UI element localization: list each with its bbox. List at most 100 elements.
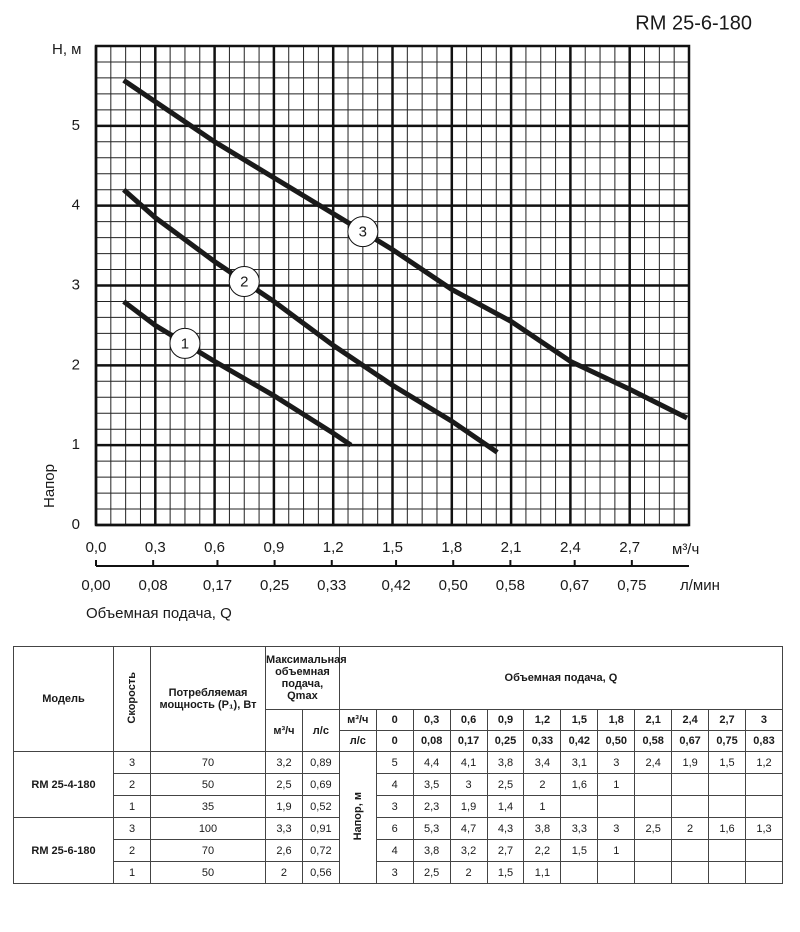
cell: 1,5 bbox=[486, 861, 525, 884]
curve-label-circle bbox=[228, 266, 260, 298]
x-tick-label: 0,3 bbox=[145, 539, 166, 556]
cell: 1,5 bbox=[560, 839, 599, 862]
cell bbox=[671, 861, 710, 884]
y-tick-label: 1 bbox=[72, 436, 80, 453]
curve bbox=[122, 78, 689, 421]
cell: 3 bbox=[449, 773, 488, 796]
chart-title: RM 25-6-180 bbox=[635, 12, 752, 34]
y-tick-label: 0 bbox=[72, 516, 80, 533]
cell: 35 bbox=[150, 795, 266, 818]
cell: 0,91 bbox=[301, 817, 340, 840]
flow-cell: 0,50 bbox=[597, 730, 636, 752]
cell bbox=[671, 795, 710, 818]
x-unit: м³/ч bbox=[672, 541, 699, 558]
cell: 2,5 bbox=[265, 773, 303, 796]
y-tick-label: 5 bbox=[72, 117, 80, 134]
cell bbox=[560, 861, 599, 884]
cell: 2 bbox=[671, 817, 710, 840]
flow-cell: 2,4 bbox=[671, 709, 710, 731]
flow-cell: 0,3 bbox=[412, 709, 451, 731]
x-tick-label: 1,2 bbox=[323, 539, 344, 556]
x2-tick-label: 0,17 bbox=[203, 577, 232, 594]
x2-tick-label: 0,67 bbox=[560, 577, 589, 594]
x-label: Объемная подача, Q bbox=[86, 605, 232, 622]
curve bbox=[122, 187, 499, 455]
flow-cell: 1,5 bbox=[560, 709, 599, 731]
cell: 4,7 bbox=[449, 817, 488, 840]
table-row: 2 70 2,6 0,72 4 3,8 3,2 2,7 2,2 1,5 1 bbox=[14, 839, 784, 862]
x2-tick-label: 0,42 bbox=[381, 577, 410, 594]
flow-cell: 0,67 bbox=[671, 730, 710, 752]
cell: 3,3 bbox=[560, 817, 599, 840]
header-cell: Максимальная объемная подача, Qmax bbox=[265, 646, 347, 710]
x-tick-label: 2,7 bbox=[619, 539, 640, 556]
cell bbox=[744, 795, 784, 818]
cell bbox=[708, 795, 746, 818]
y-tick-label: 3 bbox=[72, 276, 80, 293]
table-row: RM 25-4-180 3 70 3,2 0,89 Напор, м 5 4,4 4,1 3,8 3… bbox=[13, 751, 784, 884]
header-cell: Потребляемая мощность (P₁), Вт bbox=[150, 646, 266, 752]
cell: 1 bbox=[113, 795, 151, 818]
x-tick-label: 2,1 bbox=[501, 539, 522, 556]
table-row: Модель Скорость Потребляемая мощность (P₁)… bbox=[13, 646, 784, 752]
flow-cell: 1,8 bbox=[597, 709, 636, 731]
table-row: RM 25-6-180 3 100 3,3 0,91 6 5,3 4,7 4,3 3,8 3,3 3 2… bbox=[13, 817, 784, 884]
cell: 3,5 bbox=[412, 773, 451, 796]
x2-tick-label: 0,50 bbox=[439, 577, 468, 594]
header-cell: м³/ч bbox=[338, 709, 377, 731]
y-unit: Н, м bbox=[52, 41, 81, 58]
cell: 0,52 bbox=[301, 795, 340, 818]
flow-cell: 0,08 bbox=[412, 730, 451, 752]
cell: 4,3 bbox=[486, 817, 525, 840]
cell bbox=[634, 861, 673, 884]
cell: 3 bbox=[597, 817, 636, 840]
table-row: 1 35 1,9 0,52 3 2,3 1,9 1,4 1 bbox=[14, 795, 784, 818]
cell: 2 bbox=[265, 861, 303, 884]
x-tick-label: 0,6 bbox=[204, 539, 225, 556]
cell: 1,6 bbox=[560, 773, 599, 796]
flow-cell: 0,9 bbox=[486, 709, 525, 731]
cell: 3,2 bbox=[449, 839, 488, 862]
legend-label: 1 bbox=[181, 335, 189, 352]
cell: 3 bbox=[597, 751, 636, 774]
cell: 4,1 bbox=[449, 751, 488, 774]
x-tick-label: 0,0 bbox=[86, 539, 107, 556]
cell: 50 bbox=[150, 861, 266, 884]
flow-cell: 2,1 bbox=[634, 709, 673, 731]
cell: 3,2 bbox=[265, 751, 303, 774]
cell bbox=[744, 839, 784, 862]
cell: 2 bbox=[523, 773, 562, 796]
flow-cell: 3 bbox=[744, 709, 784, 731]
cell: 1 bbox=[113, 861, 151, 884]
x-tick-label: 0,9 bbox=[263, 539, 284, 556]
cell: 2 bbox=[449, 861, 488, 884]
cell: 2,6 bbox=[265, 839, 303, 862]
x2-tick-label: 0,75 bbox=[617, 577, 646, 594]
cell: 3 bbox=[375, 861, 414, 884]
x2-tick-label: 0,58 bbox=[496, 577, 525, 594]
cell: 1,3 bbox=[744, 817, 784, 840]
cell: 3,8 bbox=[412, 839, 451, 862]
curve-label-circle bbox=[347, 216, 379, 248]
cell: 3,3 bbox=[265, 817, 303, 840]
y-tick-label: 4 bbox=[72, 197, 80, 214]
x2-unit: л/мин bbox=[680, 577, 720, 594]
cell bbox=[708, 773, 746, 796]
table-row: 2 50 2,5 0,69 4 3,5 3 2,5 2 1,6 1 bbox=[14, 773, 784, 796]
cell: 1,9 bbox=[671, 751, 710, 774]
cell: 3,8 bbox=[523, 817, 562, 840]
cell: 3 bbox=[113, 751, 151, 774]
cell: 3 bbox=[375, 795, 414, 818]
cell bbox=[634, 773, 673, 796]
cell: 2 bbox=[113, 839, 151, 862]
cell: 3,4 bbox=[523, 751, 562, 774]
cell: 1,6 bbox=[708, 817, 746, 840]
flow-cell: 0 bbox=[375, 709, 414, 731]
cell: 3,8 bbox=[486, 751, 525, 774]
x2-tick-label: 0,08 bbox=[139, 577, 168, 594]
model-cell: RM 25-6-180 bbox=[13, 817, 114, 884]
cell: 0,89 bbox=[301, 751, 340, 774]
cell bbox=[634, 795, 673, 818]
legend-label: 2 bbox=[240, 273, 248, 290]
